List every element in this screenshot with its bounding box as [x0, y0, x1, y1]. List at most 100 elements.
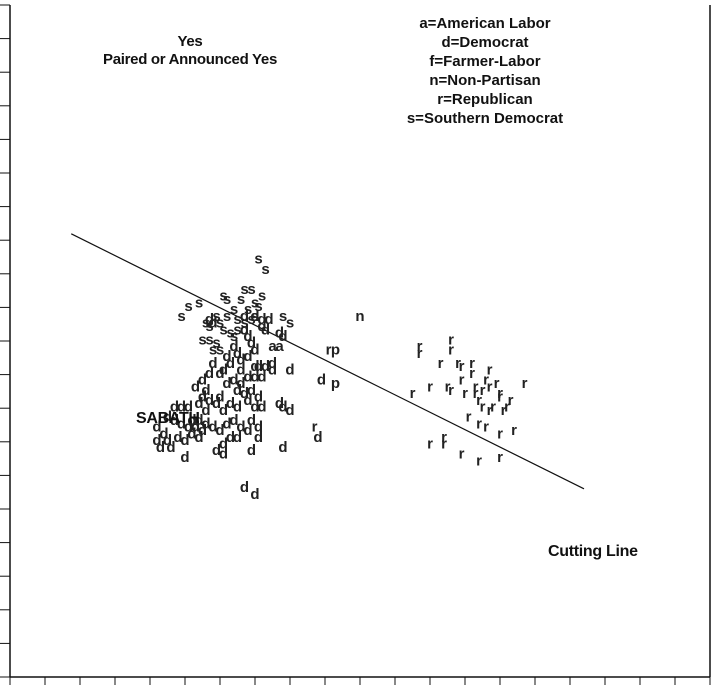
header-yes: Yes	[177, 33, 203, 50]
point-d: d	[201, 415, 210, 432]
point-r: r	[438, 355, 444, 372]
point-s: s	[205, 318, 213, 335]
point-s: s	[223, 308, 231, 325]
point-d: d	[285, 362, 294, 379]
point-s: s	[184, 298, 192, 315]
point-s: s	[251, 294, 259, 311]
point-d: d	[177, 415, 186, 432]
point-d: d	[212, 395, 221, 412]
point-d: d	[226, 429, 235, 446]
point-d: d	[208, 419, 217, 436]
point-r: r	[466, 409, 472, 426]
point-s: s	[279, 308, 287, 325]
point-d: d	[233, 429, 242, 446]
point-d: d	[254, 388, 263, 405]
point-d: d	[219, 436, 228, 453]
point-d: d	[212, 442, 221, 459]
point-d: d	[191, 378, 200, 395]
point-d: d	[184, 419, 193, 436]
point-r: r	[522, 375, 528, 392]
point-d: d	[205, 311, 214, 328]
point-d: d	[226, 355, 235, 372]
point-r: r	[455, 355, 461, 372]
point-d: d	[198, 422, 207, 439]
point-r: r	[469, 365, 475, 382]
header-paired-yes: Paired or Announced Yes	[103, 51, 277, 68]
point-r: r	[469, 355, 475, 372]
point-s: s	[240, 281, 248, 298]
point-r: r	[473, 378, 479, 395]
point-r: r	[448, 331, 454, 348]
point-d: d	[184, 399, 193, 416]
point-d: d	[268, 355, 277, 372]
point-d: d	[250, 399, 259, 416]
point-r: r	[497, 385, 503, 402]
point-r: r	[476, 415, 482, 432]
point-s: s	[233, 321, 241, 338]
point-s: s	[286, 315, 294, 332]
point-d: d	[250, 308, 259, 325]
point-d: d	[198, 372, 207, 389]
point-d: d	[205, 365, 214, 382]
point-d: d	[163, 409, 172, 426]
point-s: s	[177, 308, 185, 325]
point-d: d	[215, 422, 224, 439]
point-r: r	[480, 382, 486, 399]
point-s: s	[219, 321, 227, 338]
point-d: d	[191, 419, 200, 436]
point-s: s	[202, 315, 210, 332]
point-r: r	[441, 429, 447, 446]
point-r: r	[410, 385, 416, 402]
point-a: a	[275, 338, 284, 355]
point-d: d	[236, 352, 245, 369]
point-s: s	[254, 298, 262, 315]
point-d: d	[163, 432, 172, 449]
point-d: d	[285, 402, 294, 419]
point-d: d	[187, 425, 196, 442]
point-r: r	[417, 345, 423, 362]
point-r: r	[473, 385, 479, 402]
legend-entry-n: n=Non-Partisan	[429, 72, 541, 89]
point-d: d	[177, 399, 186, 416]
point-d: d	[215, 388, 224, 405]
point-d: d	[166, 439, 175, 456]
point-r: r	[483, 419, 489, 436]
point-r: r	[427, 436, 433, 453]
cutting-line	[70, 233, 585, 490]
point-s: s	[209, 341, 217, 358]
point-s: s	[251, 308, 259, 325]
point-d: d	[261, 321, 270, 338]
point-s: s	[247, 311, 255, 328]
point-r: r	[476, 392, 482, 409]
point-d: d	[247, 442, 256, 459]
legend-entry-r: r=Republican	[437, 91, 533, 108]
point-d: d	[243, 348, 252, 365]
point-d: d	[317, 372, 326, 389]
point-s: s	[261, 261, 269, 278]
point-d: d	[254, 358, 263, 375]
point-r: r	[504, 399, 510, 416]
point-p: p	[331, 375, 340, 392]
point-s: s	[219, 288, 227, 305]
point-r: r	[445, 378, 451, 395]
point-d: d	[250, 358, 259, 375]
point-r: r	[459, 358, 465, 375]
point-r: r	[497, 388, 503, 405]
point-r: r	[476, 452, 482, 469]
legend-entry-a: a=American Labor	[419, 15, 551, 32]
point-r: r	[487, 362, 493, 379]
point-d: d	[268, 362, 277, 379]
point-d: d	[152, 432, 161, 449]
point-r: r	[508, 392, 514, 409]
point-s: s	[216, 341, 224, 358]
point-d: d	[159, 425, 168, 442]
point-d: d	[254, 429, 263, 446]
point-d: d	[275, 325, 284, 342]
point-d: d	[278, 399, 287, 416]
point-r: r	[501, 402, 507, 419]
point-d: d	[243, 422, 252, 439]
point-s: s	[195, 294, 203, 311]
point-d: d	[194, 395, 203, 412]
point-s: s	[212, 308, 220, 325]
